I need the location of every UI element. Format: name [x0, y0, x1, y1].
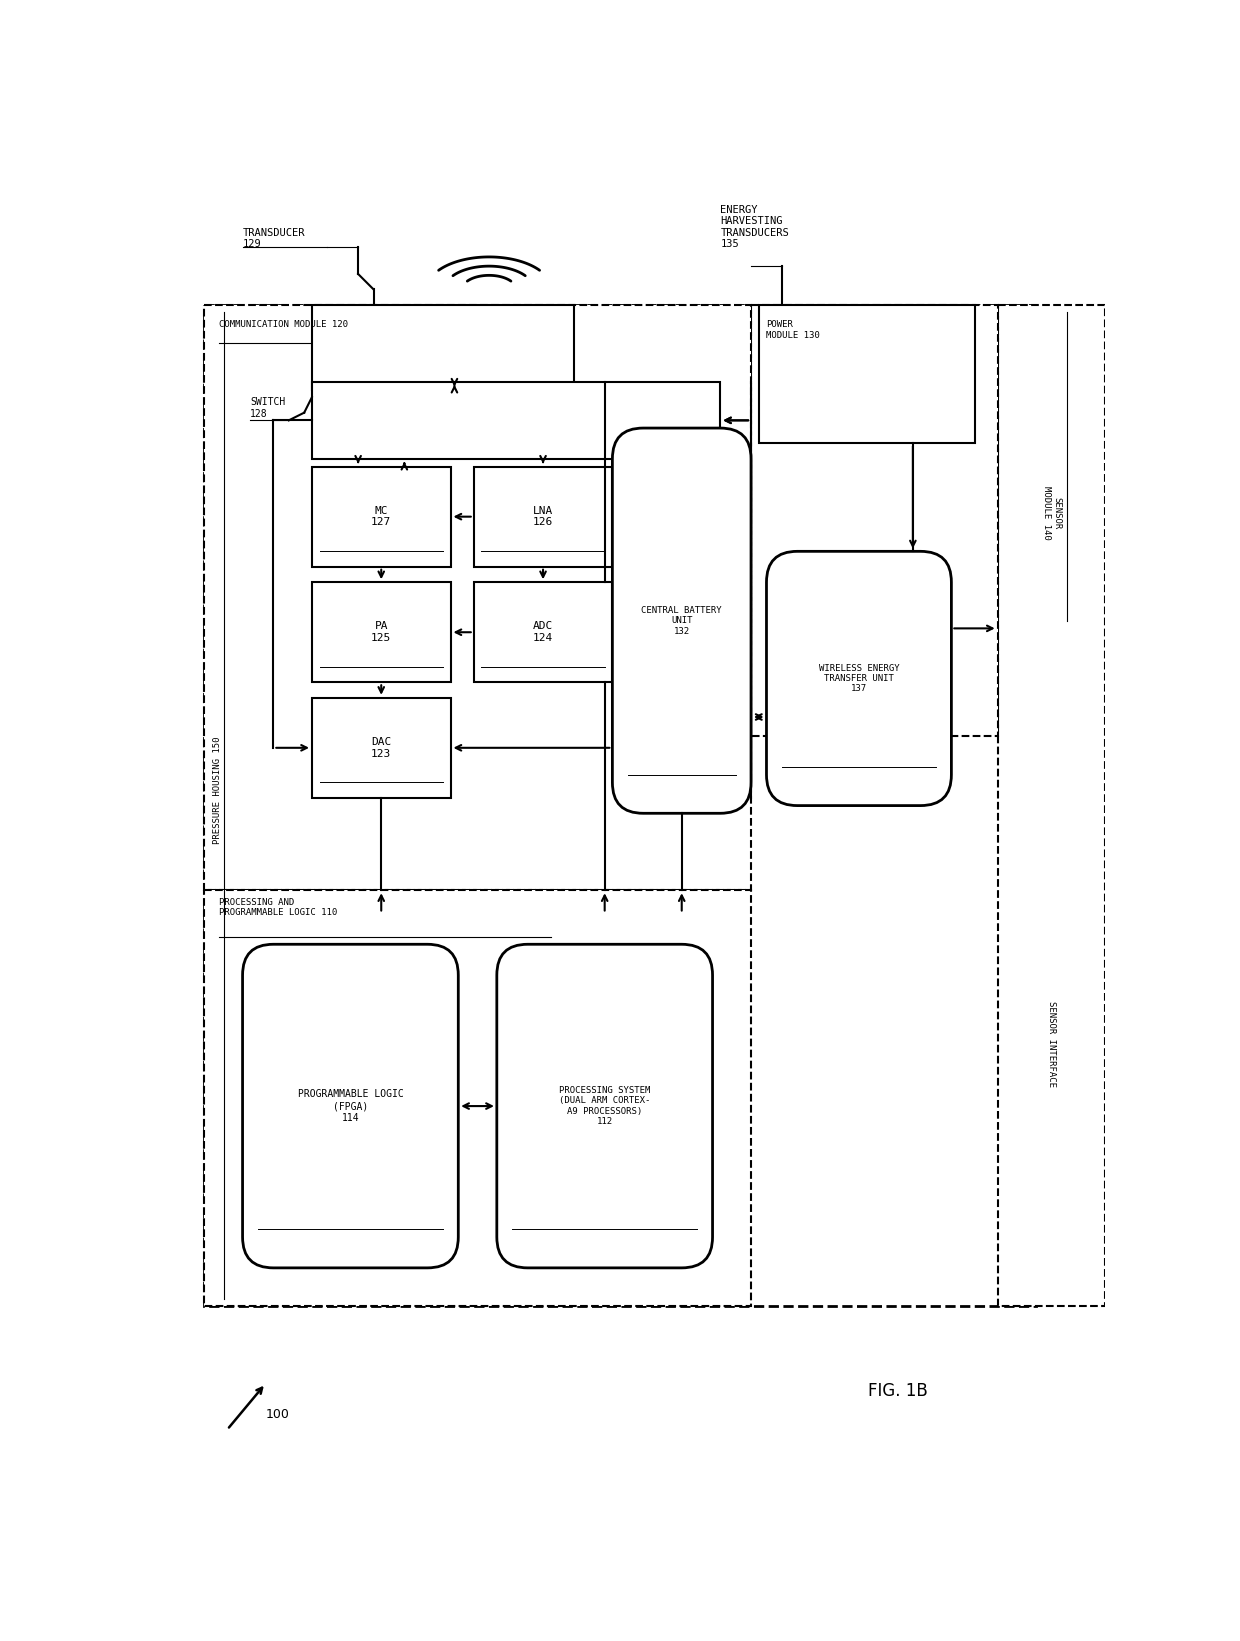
- FancyBboxPatch shape: [312, 305, 574, 389]
- Text: MC
127: MC 127: [371, 505, 392, 527]
- FancyBboxPatch shape: [312, 583, 450, 683]
- Text: ENERGY
HARVESTING
TRANSDUCERS
135: ENERGY HARVESTING TRANSDUCERS 135: [720, 205, 789, 249]
- FancyBboxPatch shape: [205, 305, 751, 891]
- Text: WIRELESS ENERGY
TRANSFER UNIT
137: WIRELESS ENERGY TRANSFER UNIT 137: [818, 663, 899, 694]
- FancyBboxPatch shape: [998, 305, 1106, 1306]
- Text: SWITCH
128: SWITCH 128: [250, 397, 285, 418]
- Text: CENTRAL BATTERY
UNIT
132: CENTRAL BATTERY UNIT 132: [641, 606, 722, 635]
- FancyBboxPatch shape: [759, 305, 975, 443]
- FancyBboxPatch shape: [205, 305, 1037, 1306]
- FancyBboxPatch shape: [243, 944, 459, 1268]
- Text: LNA
126: LNA 126: [533, 505, 553, 527]
- FancyBboxPatch shape: [751, 305, 998, 737]
- FancyBboxPatch shape: [312, 697, 450, 798]
- FancyBboxPatch shape: [312, 466, 450, 566]
- FancyBboxPatch shape: [497, 944, 713, 1268]
- FancyBboxPatch shape: [613, 428, 751, 814]
- Text: PA
125: PA 125: [371, 622, 392, 643]
- Text: FIG. 1B: FIG. 1B: [868, 1382, 928, 1400]
- Text: SENSOR INTERFACE: SENSOR INTERFACE: [1047, 1001, 1056, 1088]
- FancyBboxPatch shape: [205, 891, 751, 1306]
- FancyBboxPatch shape: [312, 382, 720, 459]
- FancyBboxPatch shape: [474, 583, 613, 683]
- Text: COMMUNICATION MODULE 120: COMMUNICATION MODULE 120: [219, 320, 348, 330]
- Text: PROGRAMMABLE LOGIC
(FPGA)
114: PROGRAMMABLE LOGIC (FPGA) 114: [298, 1090, 403, 1122]
- Text: PRESSURE HOUSING 150: PRESSURE HOUSING 150: [213, 737, 222, 843]
- Text: DAC
123: DAC 123: [371, 737, 392, 758]
- Text: TRANSDUCER
129: TRANSDUCER 129: [243, 228, 305, 249]
- FancyBboxPatch shape: [766, 551, 951, 806]
- Text: POWER
MODULE 130: POWER MODULE 130: [766, 320, 820, 340]
- Text: PROCESSING AND
PROGRAMMABLE LOGIC 110: PROCESSING AND PROGRAMMABLE LOGIC 110: [219, 898, 337, 917]
- Text: SENSOR
MODULE 140: SENSOR MODULE 140: [1042, 486, 1061, 540]
- Text: ADC
124: ADC 124: [533, 622, 553, 643]
- FancyBboxPatch shape: [474, 466, 613, 566]
- Text: 100: 100: [265, 1408, 290, 1421]
- Text: PROCESSING SYSTEM
(DUAL ARM CORTEX-
A9 PROCESSORS)
112: PROCESSING SYSTEM (DUAL ARM CORTEX- A9 P…: [559, 1086, 650, 1126]
